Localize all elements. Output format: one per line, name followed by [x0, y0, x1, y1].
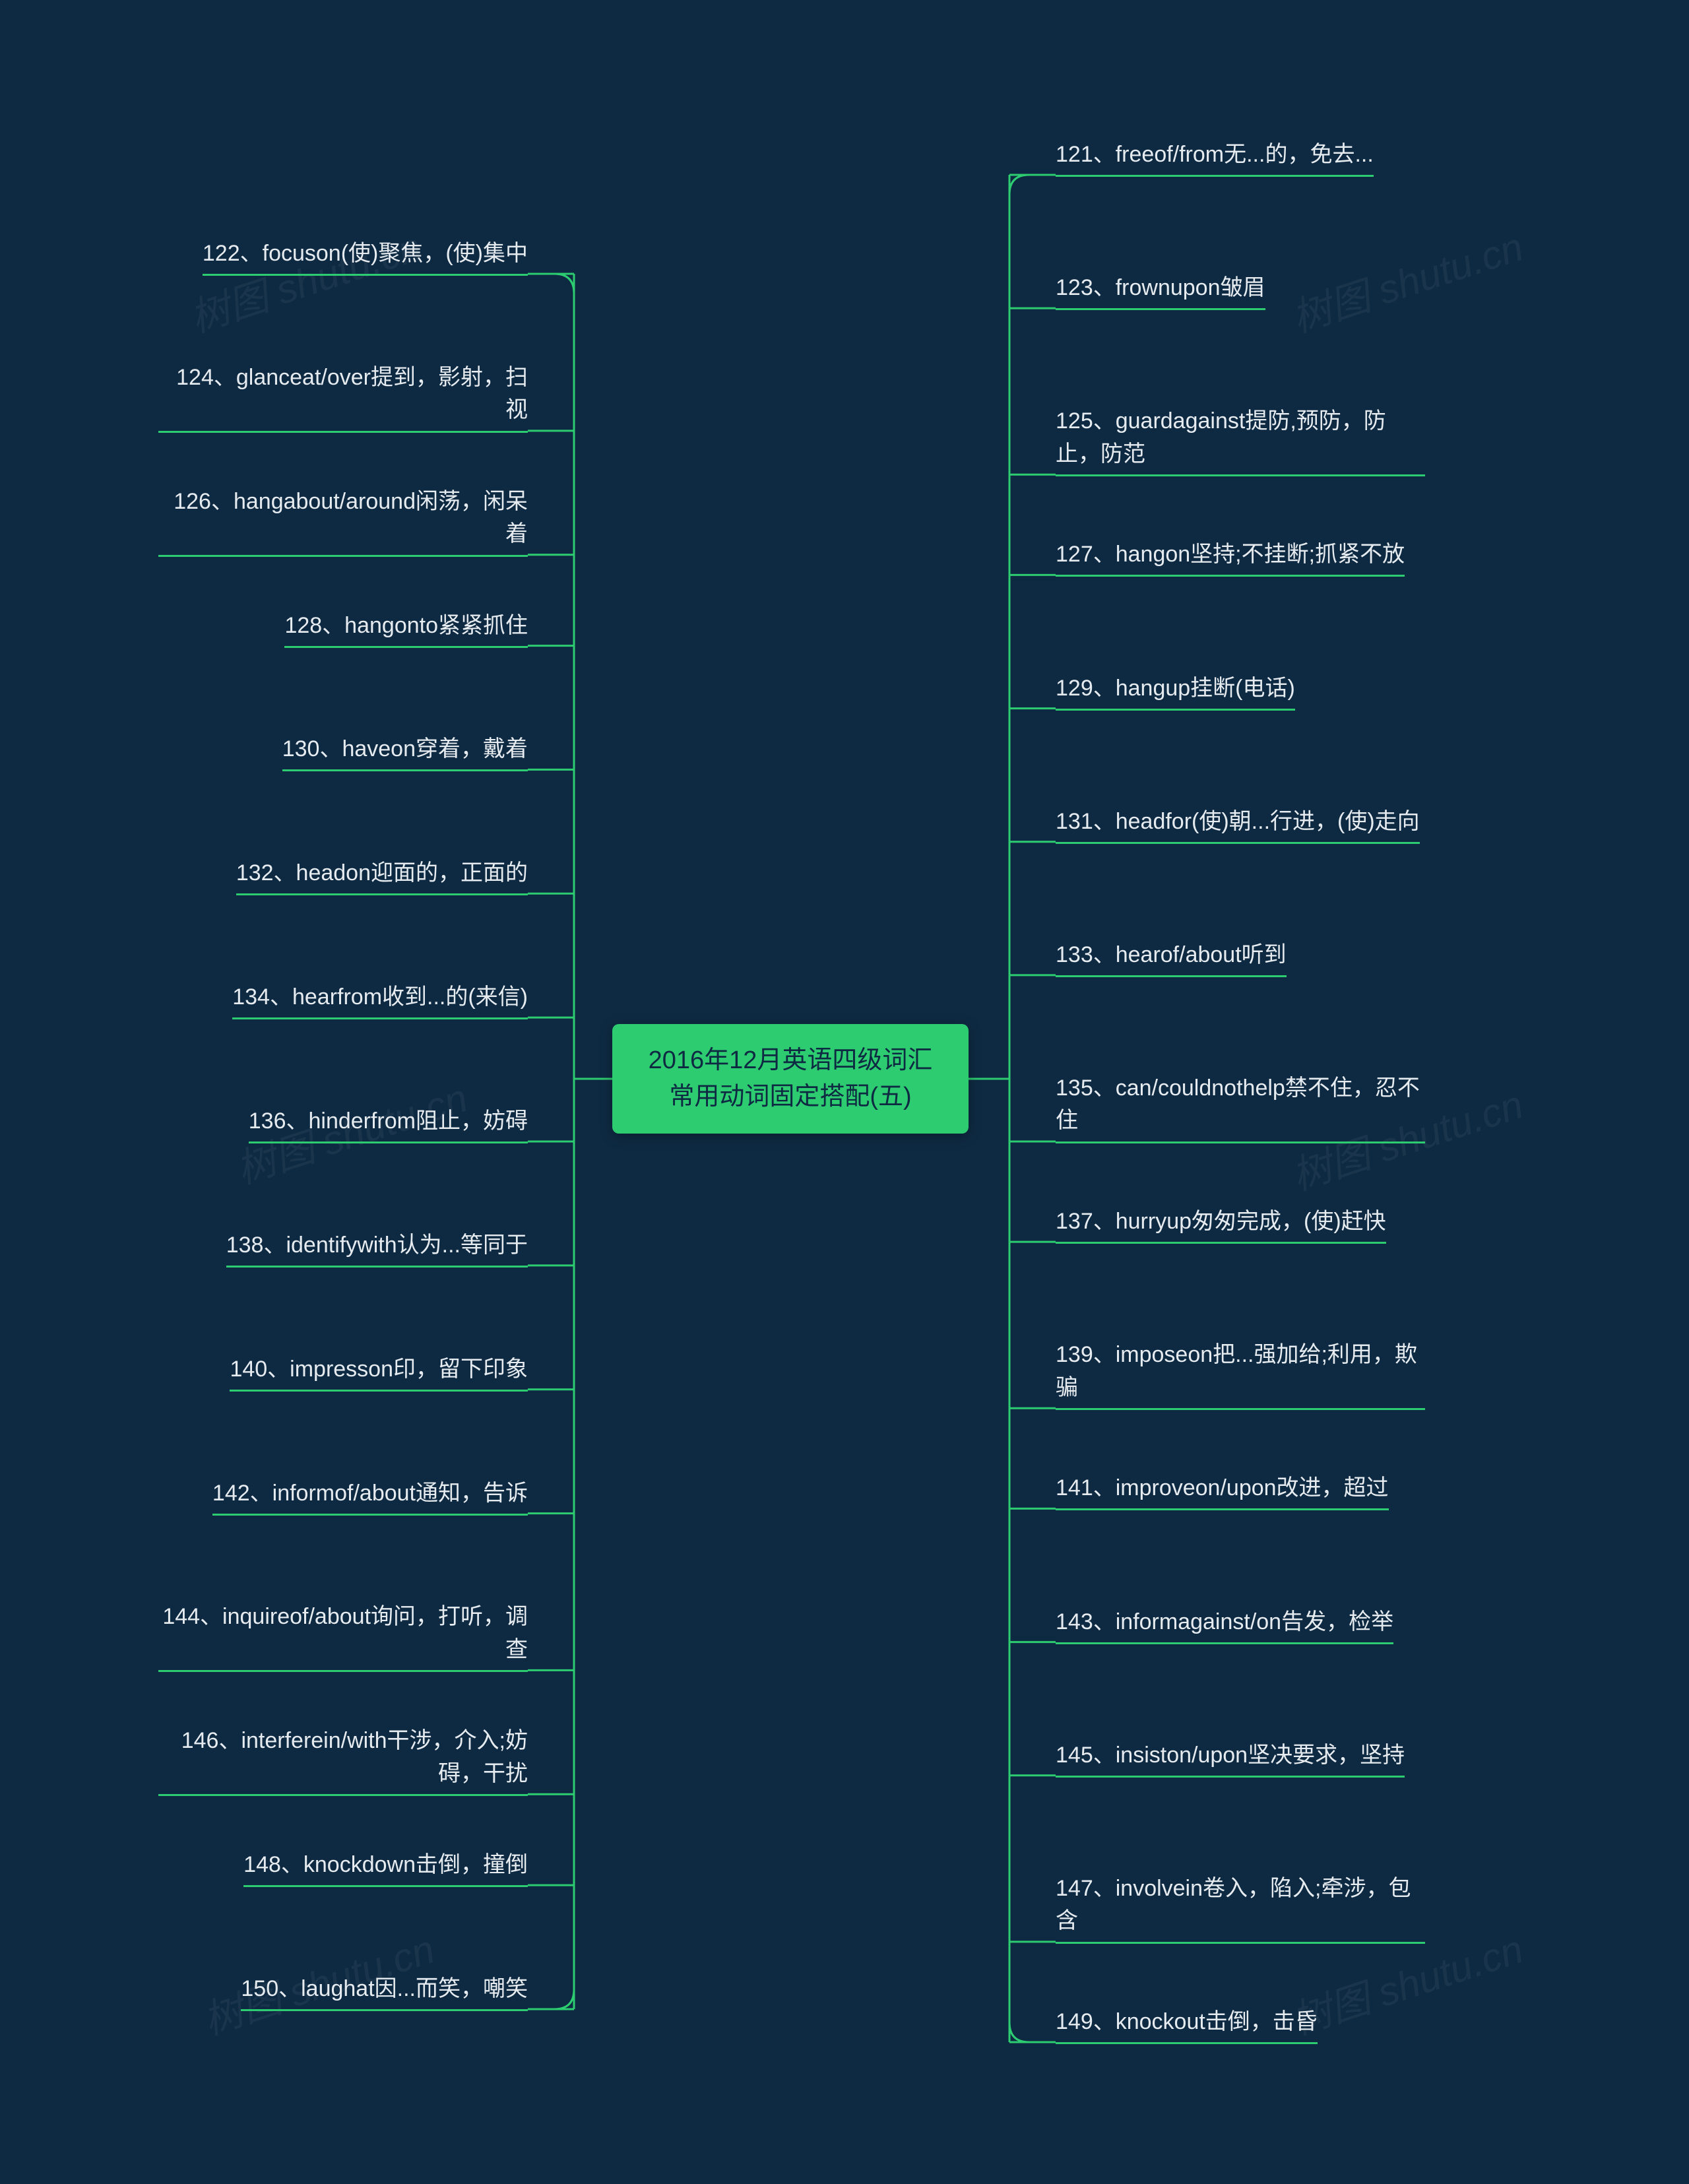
leaf-underline: [1056, 1408, 1425, 1410]
leaf-node: 142、informof/about通知，告诉: [212, 1477, 528, 1510]
leaf-node: 128、hangonto紧紧抓住: [284, 610, 528, 642]
leaf-node: 148、knockdown击倒，撞倒: [243, 1849, 528, 1881]
leaf-underline: [1056, 1508, 1389, 1510]
leaf-node: 135、can/couldnothelp禁不住，忍不住: [1056, 1072, 1425, 1138]
leaf-underline: [1056, 175, 1374, 177]
leaf-underline: [158, 431, 528, 433]
leaf-node: 124、glanceat/over提到，影射，扫视: [158, 362, 528, 427]
leaf-node: 144、inquireof/about询问，打听，调查: [158, 1601, 528, 1666]
watermark: 树图 shutu.cn: [1283, 215, 1529, 344]
leaf-underline: [158, 1670, 528, 1672]
leaf-node: 132、headon迎面的，正面的: [236, 857, 528, 889]
leaf-node: 123、frownupon皱眉: [1056, 272, 1265, 304]
leaf-node: 146、interferein/with干涉，介入;妨碍，干扰: [158, 1725, 528, 1790]
leaf-node: 122、focuson(使)聚焦，(使)集中: [203, 238, 528, 270]
leaf-underline: [1056, 1642, 1393, 1644]
leaf-underline: [1056, 1942, 1425, 1944]
leaf-node: 147、involvein卷入，陷入;牵涉，包含: [1056, 1873, 1425, 1938]
leaf-underline: [1056, 709, 1295, 711]
leaf-underline: [1056, 474, 1425, 476]
leaf-node: 121、freeof/from无...的，免去...: [1056, 139, 1374, 171]
leaf-underline: [1056, 1776, 1405, 1778]
leaf-node: 136、hinderfrom阻止，妨碍: [249, 1105, 528, 1138]
leaf-node: 133、hearof/about听到: [1056, 939, 1287, 971]
leaf-node: 125、guardagainst提防,预防，防止，防范: [1056, 405, 1425, 470]
leaf-underline: [243, 1885, 528, 1887]
leaf-underline: [232, 1017, 528, 1019]
leaf-underline: [1056, 575, 1405, 577]
leaf-underline: [1056, 975, 1287, 977]
leaf-underline: [212, 1514, 528, 1516]
mindmap-diagram: 树图 shutu.cn树图 shutu.cn树图 shutu.cn树图 shut…: [0, 0, 1689, 2184]
center-node: 2016年12月英语四级词汇常用动词固定搭配(五): [612, 1024, 969, 1134]
leaf-underline: [282, 769, 528, 771]
leaf-node: 143、informagainst/on告发，检举: [1056, 1606, 1393, 1638]
leaf-node: 126、hangabout/around闲荡，闲呆着: [158, 486, 528, 551]
leaf-underline: [241, 2009, 528, 2011]
leaf-underline: [1056, 308, 1265, 310]
leaf-node: 145、insiston/upon坚决要求，坚持: [1056, 1739, 1405, 1772]
leaf-node: 137、hurryup匆匆完成，(使)赶快: [1056, 1205, 1386, 1238]
leaf-node: 134、hearfrom收到...的(来信): [232, 981, 528, 1013]
leaf-underline: [1056, 1141, 1425, 1143]
leaf-underline: [1056, 1242, 1386, 1244]
leaf-node: 140、impresson印，留下印象: [230, 1353, 528, 1386]
leaf-node: 129、hangup挂断(电话): [1056, 672, 1295, 705]
leaf-underline: [226, 1266, 528, 1268]
leaf-node: 139、imposeon把...强加给;利用，欺骗: [1056, 1339, 1425, 1404]
leaf-underline: [1056, 2042, 1318, 2044]
leaf-node: 150、laughat因...而笑，嘲笑: [241, 1973, 528, 2005]
leaf-underline: [203, 274, 528, 276]
leaf-underline: [230, 1390, 528, 1392]
leaf-underline: [249, 1141, 528, 1143]
leaf-underline: [158, 1794, 528, 1796]
leaf-node: 130、haveon穿着，戴着: [282, 733, 528, 765]
watermark: 树图 shutu.cn: [181, 215, 428, 344]
leaf-underline: [236, 893, 528, 895]
leaf-underline: [1056, 842, 1420, 844]
leaf-node: 138、identifywith认为...等同于: [226, 1229, 528, 1262]
leaf-underline: [284, 646, 528, 648]
leaf-node: 127、hangon坚持;不挂断;抓紧不放: [1056, 538, 1405, 571]
leaf-underline: [158, 555, 528, 557]
leaf-node: 131、headfor(使)朝...行进，(使)走向: [1056, 806, 1420, 838]
leaf-node: 141、improveon/upon改进，超过: [1056, 1472, 1389, 1504]
leaf-node: 149、knockout击倒，击昏: [1056, 2006, 1318, 2038]
